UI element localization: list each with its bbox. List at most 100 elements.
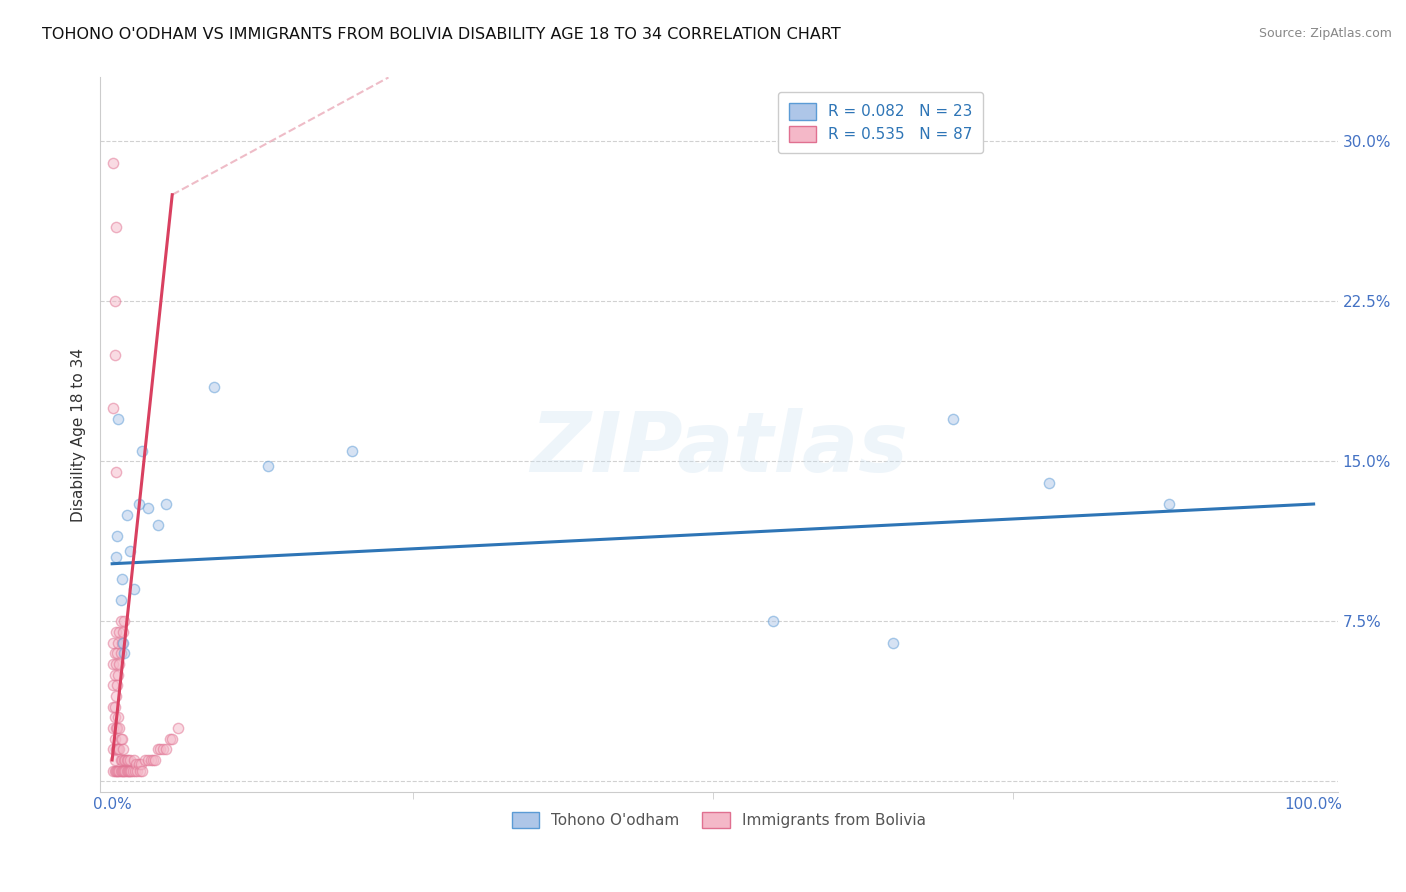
Point: [125, 757, 148, 772]
Point: [112, 646, 135, 660]
Point: [128, 757, 150, 772]
Point: [105, 742, 128, 756]
Point: [342, 443, 364, 458]
Point: [111, 742, 134, 756]
Point: [1038, 475, 1060, 490]
Point: [105, 764, 128, 778]
Point: [104, 742, 127, 756]
Point: [131, 764, 153, 778]
Point: [103, 699, 125, 714]
Point: [139, 753, 162, 767]
Point: [149, 742, 172, 756]
Point: [104, 689, 127, 703]
Point: [103, 731, 125, 746]
Point: [103, 764, 125, 778]
Point: [142, 753, 165, 767]
Point: [942, 411, 965, 425]
Point: [103, 742, 125, 756]
Point: [146, 742, 169, 756]
Point: [131, 443, 153, 458]
Point: [114, 753, 136, 767]
Point: [103, 753, 125, 767]
Point: [111, 764, 134, 778]
Point: [120, 764, 142, 778]
Point: [155, 497, 177, 511]
Point: [111, 635, 134, 649]
Point: [112, 753, 135, 767]
Point: [103, 657, 125, 671]
Point: [111, 753, 134, 767]
Point: [103, 699, 125, 714]
Point: [136, 501, 159, 516]
Point: [118, 764, 141, 778]
Point: [108, 721, 131, 735]
Y-axis label: Disability Age 18 to 34: Disability Age 18 to 34: [72, 348, 86, 522]
Point: [107, 667, 129, 681]
Point: [120, 764, 142, 778]
Point: [115, 764, 138, 778]
Text: ZIPatlas: ZIPatlas: [530, 409, 908, 490]
Point: [107, 411, 129, 425]
Legend: Tohono O'odham, Immigrants from Bolivia: Tohono O'odham, Immigrants from Bolivia: [506, 806, 932, 834]
Point: [105, 529, 128, 543]
Point: [136, 753, 159, 767]
Point: [111, 625, 134, 640]
Point: [124, 764, 146, 778]
Point: [103, 667, 125, 681]
Point: [103, 348, 125, 362]
Point: [105, 646, 128, 660]
Point: [103, 721, 125, 735]
Point: [103, 710, 125, 724]
Text: Source: ZipAtlas.com: Source: ZipAtlas.com: [1258, 27, 1392, 40]
Point: [114, 764, 136, 778]
Point: [111, 731, 134, 746]
Point: [128, 497, 150, 511]
Point: [104, 465, 127, 479]
Point: [120, 544, 142, 558]
Point: [110, 731, 132, 746]
Point: [128, 764, 150, 778]
Point: [108, 657, 131, 671]
Point: [105, 721, 128, 735]
Point: [104, 764, 127, 778]
Point: [104, 721, 127, 735]
Point: [107, 635, 129, 649]
Point: [120, 753, 142, 767]
Point: [762, 615, 785, 629]
Point: [108, 625, 131, 640]
Point: [257, 458, 280, 473]
Point: [104, 625, 127, 640]
Point: [110, 646, 132, 660]
Point: [103, 401, 125, 415]
Point: [103, 646, 125, 660]
Point: [108, 764, 131, 778]
Point: [112, 764, 135, 778]
Point: [202, 380, 225, 394]
Point: [134, 753, 156, 767]
Point: [111, 764, 134, 778]
Point: [117, 753, 139, 767]
Point: [103, 155, 125, 169]
Point: [108, 742, 131, 756]
Point: [104, 550, 127, 565]
Point: [110, 593, 132, 607]
Point: [117, 764, 139, 778]
Point: [112, 615, 135, 629]
Point: [104, 657, 127, 671]
Point: [103, 635, 125, 649]
Point: [104, 219, 127, 234]
Point: [152, 742, 174, 756]
Point: [110, 764, 132, 778]
Point: [107, 742, 129, 756]
Point: [129, 757, 152, 772]
Point: [103, 294, 125, 309]
Point: [167, 721, 190, 735]
Point: [111, 635, 134, 649]
Point: [111, 572, 134, 586]
Point: [122, 582, 145, 597]
Point: [160, 731, 183, 746]
Point: [110, 615, 132, 629]
Point: [146, 518, 169, 533]
Point: [115, 753, 138, 767]
Point: [110, 753, 132, 767]
